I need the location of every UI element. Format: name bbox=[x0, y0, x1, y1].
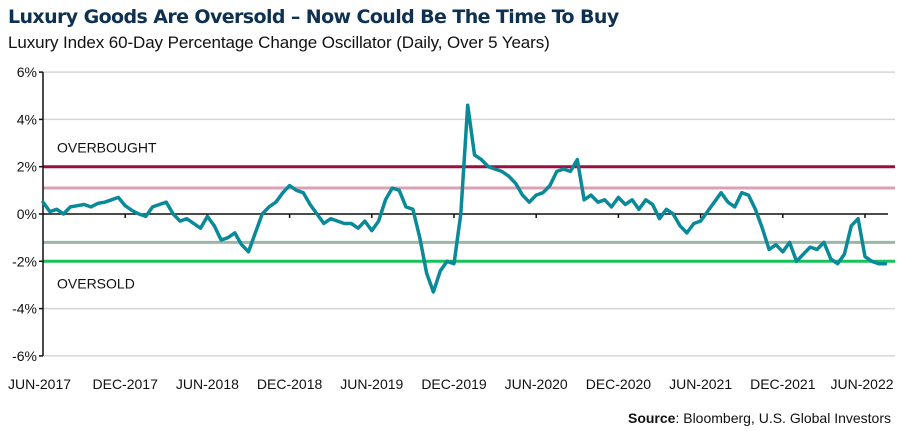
x-tick-label: JUN-2022 bbox=[830, 376, 893, 392]
y-tick-label: -4% bbox=[12, 301, 37, 317]
series-line-luxury-oscillator bbox=[41, 103, 888, 294]
x-tick-label: DEC-2020 bbox=[586, 376, 652, 392]
reference-lines bbox=[43, 165, 895, 263]
zone-labels: OVERBOUGHT OVERSOLD bbox=[57, 140, 157, 292]
chart-subtitle: Luxury Index 60-Day Percentage Change Os… bbox=[8, 33, 550, 52]
chart-title: Luxury Goods Are Oversold – Now Could Be… bbox=[8, 6, 619, 28]
x-axis: JUN-2017 DEC-2017 JUN-2018 DEC-2018 JUN-2019… bbox=[8, 213, 894, 392]
x-tick-label: DEC-2018 bbox=[257, 376, 323, 392]
source-text: : Bloomberg, U.S. Global Investors bbox=[675, 410, 891, 426]
source-note: Source: Bloomberg, U.S. Global Investors bbox=[628, 410, 891, 426]
y-tick-label: 2% bbox=[17, 159, 37, 175]
y-tick-label: 0% bbox=[17, 206, 37, 222]
source-label: Source bbox=[627, 410, 676, 426]
series-group bbox=[41, 103, 888, 294]
x-tick-label: JUN-2020 bbox=[505, 376, 568, 392]
x-tick-label: DEC-2019 bbox=[421, 376, 487, 392]
x-tick-label: JUN-2017 bbox=[8, 376, 71, 392]
y-tick-label: -6% bbox=[12, 348, 37, 364]
y-tick-label: 6% bbox=[17, 64, 37, 80]
y-tick-label: 4% bbox=[17, 111, 37, 127]
x-tick-label: JUN-2021 bbox=[669, 376, 732, 392]
x-tick-label: DEC-2021 bbox=[750, 376, 816, 392]
overbought-label: OVERBOUGHT bbox=[57, 140, 157, 156]
x-tick-label: JUN-2019 bbox=[340, 376, 403, 392]
y-tick-label: -2% bbox=[12, 253, 37, 269]
y-axis: 6% 4% 2% 0% -2% -4% -6% bbox=[12, 64, 44, 364]
x-tick-label: DEC-2017 bbox=[93, 376, 159, 392]
oversold-label: OVERSOLD bbox=[57, 275, 135, 291]
x-tick-label: JUN-2018 bbox=[176, 376, 239, 392]
